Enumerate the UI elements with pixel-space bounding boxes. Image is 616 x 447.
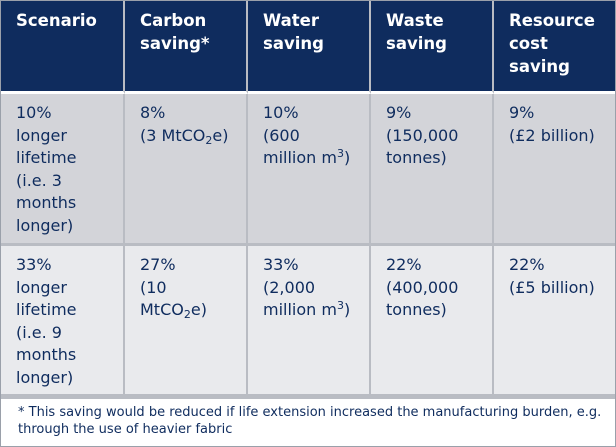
header-resource-cost-saving: Resource cost saving	[494, 1, 615, 94]
cell-scenario: 10% longer lifetime (i.e. 3 months longe…	[1, 94, 125, 246]
cell-resource-cost-saving: 9% (£2 billion)	[494, 94, 615, 246]
savings-table: Scenario Carbon saving* Water saving Was…	[1, 1, 615, 394]
cell-carbon-saving: 8% (3 MtCO2e)	[125, 94, 248, 246]
footnote: * This saving would be reduced if life e…	[1, 397, 615, 446]
cell-resource-cost-saving: 22% (£5 billion)	[494, 246, 615, 394]
header-carbon-saving: Carbon saving*	[125, 1, 248, 94]
cell-waste-saving: 22% (400,000 tonnes)	[371, 246, 494, 394]
header-scenario: Scenario	[1, 1, 125, 94]
header-waste-saving: Waste saving	[371, 1, 494, 94]
cell-waste-saving: 9% (150,000 tonnes)	[371, 94, 494, 246]
cell-water-saving: 33% (2,000 million m3)	[248, 246, 371, 394]
cell-carbon-saving: 27% (10 MtCO2e)	[125, 246, 248, 394]
header-water-saving: Water saving	[248, 1, 371, 94]
cell-water-saving: 10% (600 million m3)	[248, 94, 371, 246]
table-row: 10% longer lifetime (i.e. 3 months longe…	[1, 94, 615, 246]
header-row: Scenario Carbon saving* Water saving Was…	[1, 1, 615, 94]
cell-scenario: 33% longer lifetime (i.e. 9 months longe…	[1, 246, 125, 394]
table-row: 33% longer lifetime (i.e. 9 months longe…	[1, 246, 615, 394]
